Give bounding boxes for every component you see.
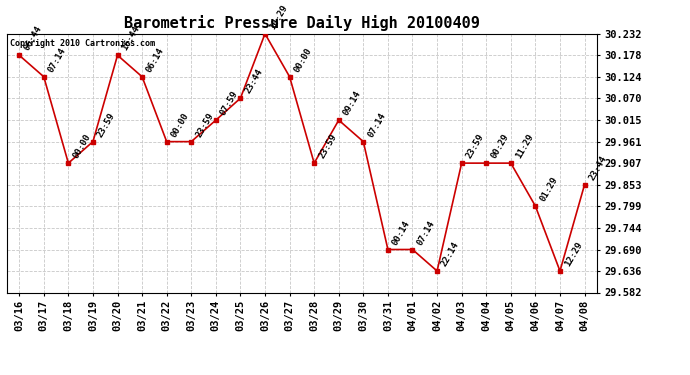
Text: Copyright 2010 Cartronics.com: Copyright 2010 Cartronics.com	[10, 39, 155, 48]
Text: 00:00: 00:00	[71, 133, 92, 160]
Text: 22:14: 22:14	[440, 240, 461, 268]
Title: Barometric Pressure Daily High 20100409: Barometric Pressure Daily High 20100409	[124, 15, 480, 31]
Text: 23:59: 23:59	[194, 111, 215, 139]
Text: 23:59: 23:59	[96, 111, 117, 139]
Text: 07:14: 07:14	[415, 219, 437, 247]
Text: 23:59: 23:59	[464, 133, 486, 160]
Text: 00:14: 00:14	[391, 219, 412, 247]
Text: 16:44: 16:44	[120, 25, 141, 52]
Text: 10:29: 10:29	[268, 3, 289, 31]
Text: 23:44: 23:44	[243, 68, 264, 96]
Text: 00:29: 00:29	[489, 133, 510, 160]
Text: 07:14: 07:14	[46, 46, 68, 74]
Text: 12:29: 12:29	[563, 240, 584, 268]
Text: 00:00: 00:00	[293, 46, 313, 74]
Text: 06:44: 06:44	[22, 25, 43, 52]
Text: 01:29: 01:29	[538, 176, 560, 203]
Text: 06:14: 06:14	[145, 46, 166, 74]
Text: 07:59: 07:59	[219, 90, 240, 117]
Text: 23:59: 23:59	[317, 133, 338, 160]
Text: 11:29: 11:29	[513, 133, 535, 160]
Text: 07:14: 07:14	[366, 111, 387, 139]
Text: 23:44: 23:44	[587, 154, 609, 182]
Text: 00:00: 00:00	[170, 111, 190, 139]
Text: 09:14: 09:14	[342, 90, 363, 117]
